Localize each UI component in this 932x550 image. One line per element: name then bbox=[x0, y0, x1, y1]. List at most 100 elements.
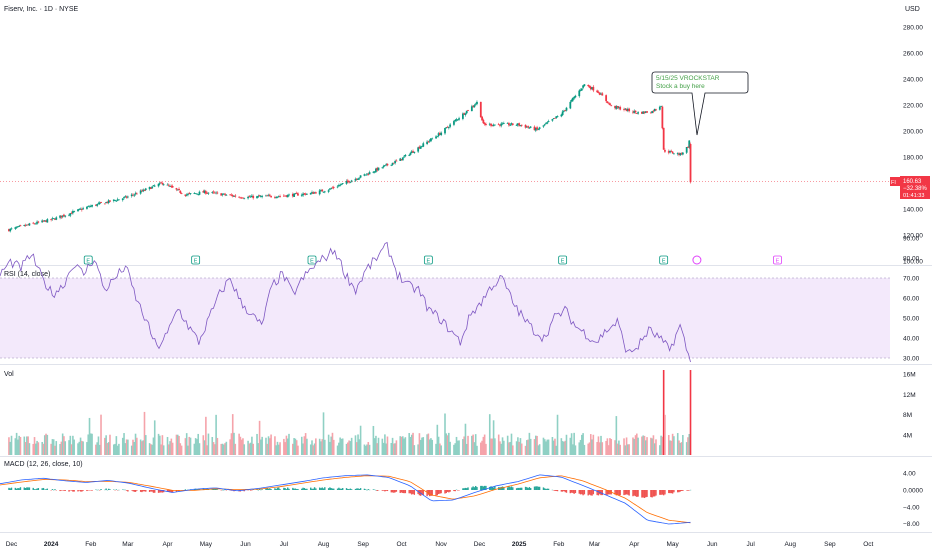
volume-bar bbox=[332, 439, 335, 455]
volume-bar bbox=[503, 440, 505, 455]
volume-bar bbox=[139, 439, 142, 455]
earnings-marker-label: E bbox=[561, 259, 565, 265]
candle-body bbox=[671, 151, 674, 154]
time-tick-label: Sep bbox=[824, 541, 836, 548]
candle-body bbox=[408, 154, 411, 156]
candle-body bbox=[153, 185, 156, 187]
macd-histogram-bar bbox=[15, 488, 18, 490]
volume-bar bbox=[382, 442, 385, 455]
macd-histogram-bar bbox=[579, 490, 582, 495]
earnings-marker bbox=[773, 255, 782, 265]
macd-histogram-bar bbox=[606, 490, 609, 495]
volume-bar bbox=[157, 433, 160, 455]
macd-histogram-bar bbox=[54, 489, 56, 490]
macd-histogram-bar bbox=[597, 490, 600, 496]
volume-bar bbox=[132, 439, 134, 455]
candle-body bbox=[467, 110, 469, 111]
macd-histogram-bar bbox=[524, 486, 527, 490]
volume-bar bbox=[650, 437, 652, 455]
volume-bar bbox=[248, 443, 251, 455]
candle-body bbox=[635, 112, 638, 114]
candle-body bbox=[399, 158, 402, 161]
volume-bar bbox=[526, 440, 528, 455]
volume-bar bbox=[286, 438, 289, 455]
volume-bar bbox=[555, 445, 558, 455]
volume-bar bbox=[449, 441, 451, 455]
time-tick-label: Jul bbox=[746, 541, 755, 548]
candle-body bbox=[417, 147, 420, 152]
candle-body bbox=[71, 211, 74, 214]
candle-body bbox=[476, 101, 478, 105]
volume-bar bbox=[667, 435, 670, 455]
rsi-pane[interactable]: 90.00 80.00 70.00 60.00 50.00 40.00 30.00 bbox=[0, 236, 920, 363]
macd-histogram-bar bbox=[269, 488, 271, 490]
candle-body bbox=[358, 177, 361, 179]
macd-histogram-bar bbox=[275, 488, 277, 490]
candle-body bbox=[79, 208, 82, 210]
time-tick-label: May bbox=[200, 541, 213, 548]
candle-body bbox=[204, 191, 207, 194]
volume-bar bbox=[124, 443, 127, 455]
macd-histogram-bar bbox=[215, 489, 217, 490]
earnings-marker-label: E bbox=[86, 259, 90, 265]
time-tick-label: Nov bbox=[435, 541, 447, 548]
candle-body bbox=[618, 107, 620, 109]
volume-bar bbox=[444, 413, 446, 455]
macd-pane[interactable]: 4.00 0.0000 −4.00 −8.00 bbox=[0, 471, 923, 528]
macd-histogram-bar bbox=[673, 490, 675, 493]
time-tick-label: Oct bbox=[396, 541, 406, 548]
candle-body bbox=[77, 209, 79, 212]
price-tag[interactable]: FI 160.63 −32.38% 01:41:33 bbox=[890, 176, 930, 199]
macd-histogram-bar bbox=[261, 489, 263, 490]
price-axis[interactable]: 280.00 260.00 240.00 220.00 200.00 180.00 160.… bbox=[903, 25, 923, 266]
macd-histogram-bar bbox=[302, 487, 304, 490]
macd-signal-line bbox=[0, 475, 691, 524]
candle-body bbox=[537, 129, 540, 130]
candle-body bbox=[267, 195, 270, 197]
volume-bar bbox=[570, 433, 573, 455]
macd-histogram-bar bbox=[36, 488, 38, 490]
volume-bar bbox=[367, 442, 370, 455]
candle-body bbox=[493, 124, 496, 126]
macd-histogram-bar bbox=[662, 490, 665, 496]
macd-histogram-bar bbox=[489, 486, 491, 490]
candle-body bbox=[332, 187, 335, 188]
volume-pane[interactable]: 16M 12M 8M 4M bbox=[8, 370, 916, 455]
macd-histogram-bar bbox=[70, 490, 73, 491]
macd-histogram-bar bbox=[384, 490, 386, 492]
macd-histogram-bar bbox=[133, 490, 135, 492]
macd-histogram-bar bbox=[161, 490, 164, 493]
candle-body bbox=[366, 173, 368, 175]
volume-bar bbox=[500, 443, 503, 455]
volume-bar bbox=[652, 435, 655, 455]
price-pane[interactable] bbox=[8, 84, 692, 233]
candle-body bbox=[213, 192, 216, 194]
candle-body bbox=[171, 185, 174, 188]
macd-histogram-bar bbox=[592, 490, 595, 495]
time-axis[interactable]: Dec 2024 Feb Mar Apr May Jun Jul Aug Sep Oct Nov Dec… bbox=[6, 541, 874, 548]
volume-bar bbox=[661, 436, 664, 455]
volume-bar bbox=[391, 437, 394, 455]
candle-body bbox=[132, 194, 134, 196]
macd-tick-label: 4.00 bbox=[903, 471, 916, 478]
candle-body bbox=[300, 194, 303, 196]
candle-body bbox=[680, 153, 683, 155]
candle-body bbox=[215, 192, 218, 194]
macd-tick-label: −8.00 bbox=[903, 521, 920, 528]
candle-body bbox=[502, 123, 505, 124]
volume-bar bbox=[23, 436, 26, 455]
macd-histogram-bar bbox=[446, 490, 449, 492]
candle-body bbox=[19, 225, 22, 227]
volume-bar bbox=[114, 443, 116, 455]
volume-bar bbox=[455, 436, 458, 455]
annotation-callout[interactable]: 5/15/25 VROCKSTAR Stock a buy here bbox=[651, 71, 749, 136]
candle-body bbox=[89, 205, 92, 207]
candle-body bbox=[187, 193, 189, 195]
candle-body bbox=[509, 124, 512, 126]
candle-body bbox=[511, 123, 514, 125]
candle-body bbox=[687, 146, 689, 148]
volume-bar bbox=[14, 438, 17, 455]
macd-histogram-bar bbox=[591, 490, 593, 496]
